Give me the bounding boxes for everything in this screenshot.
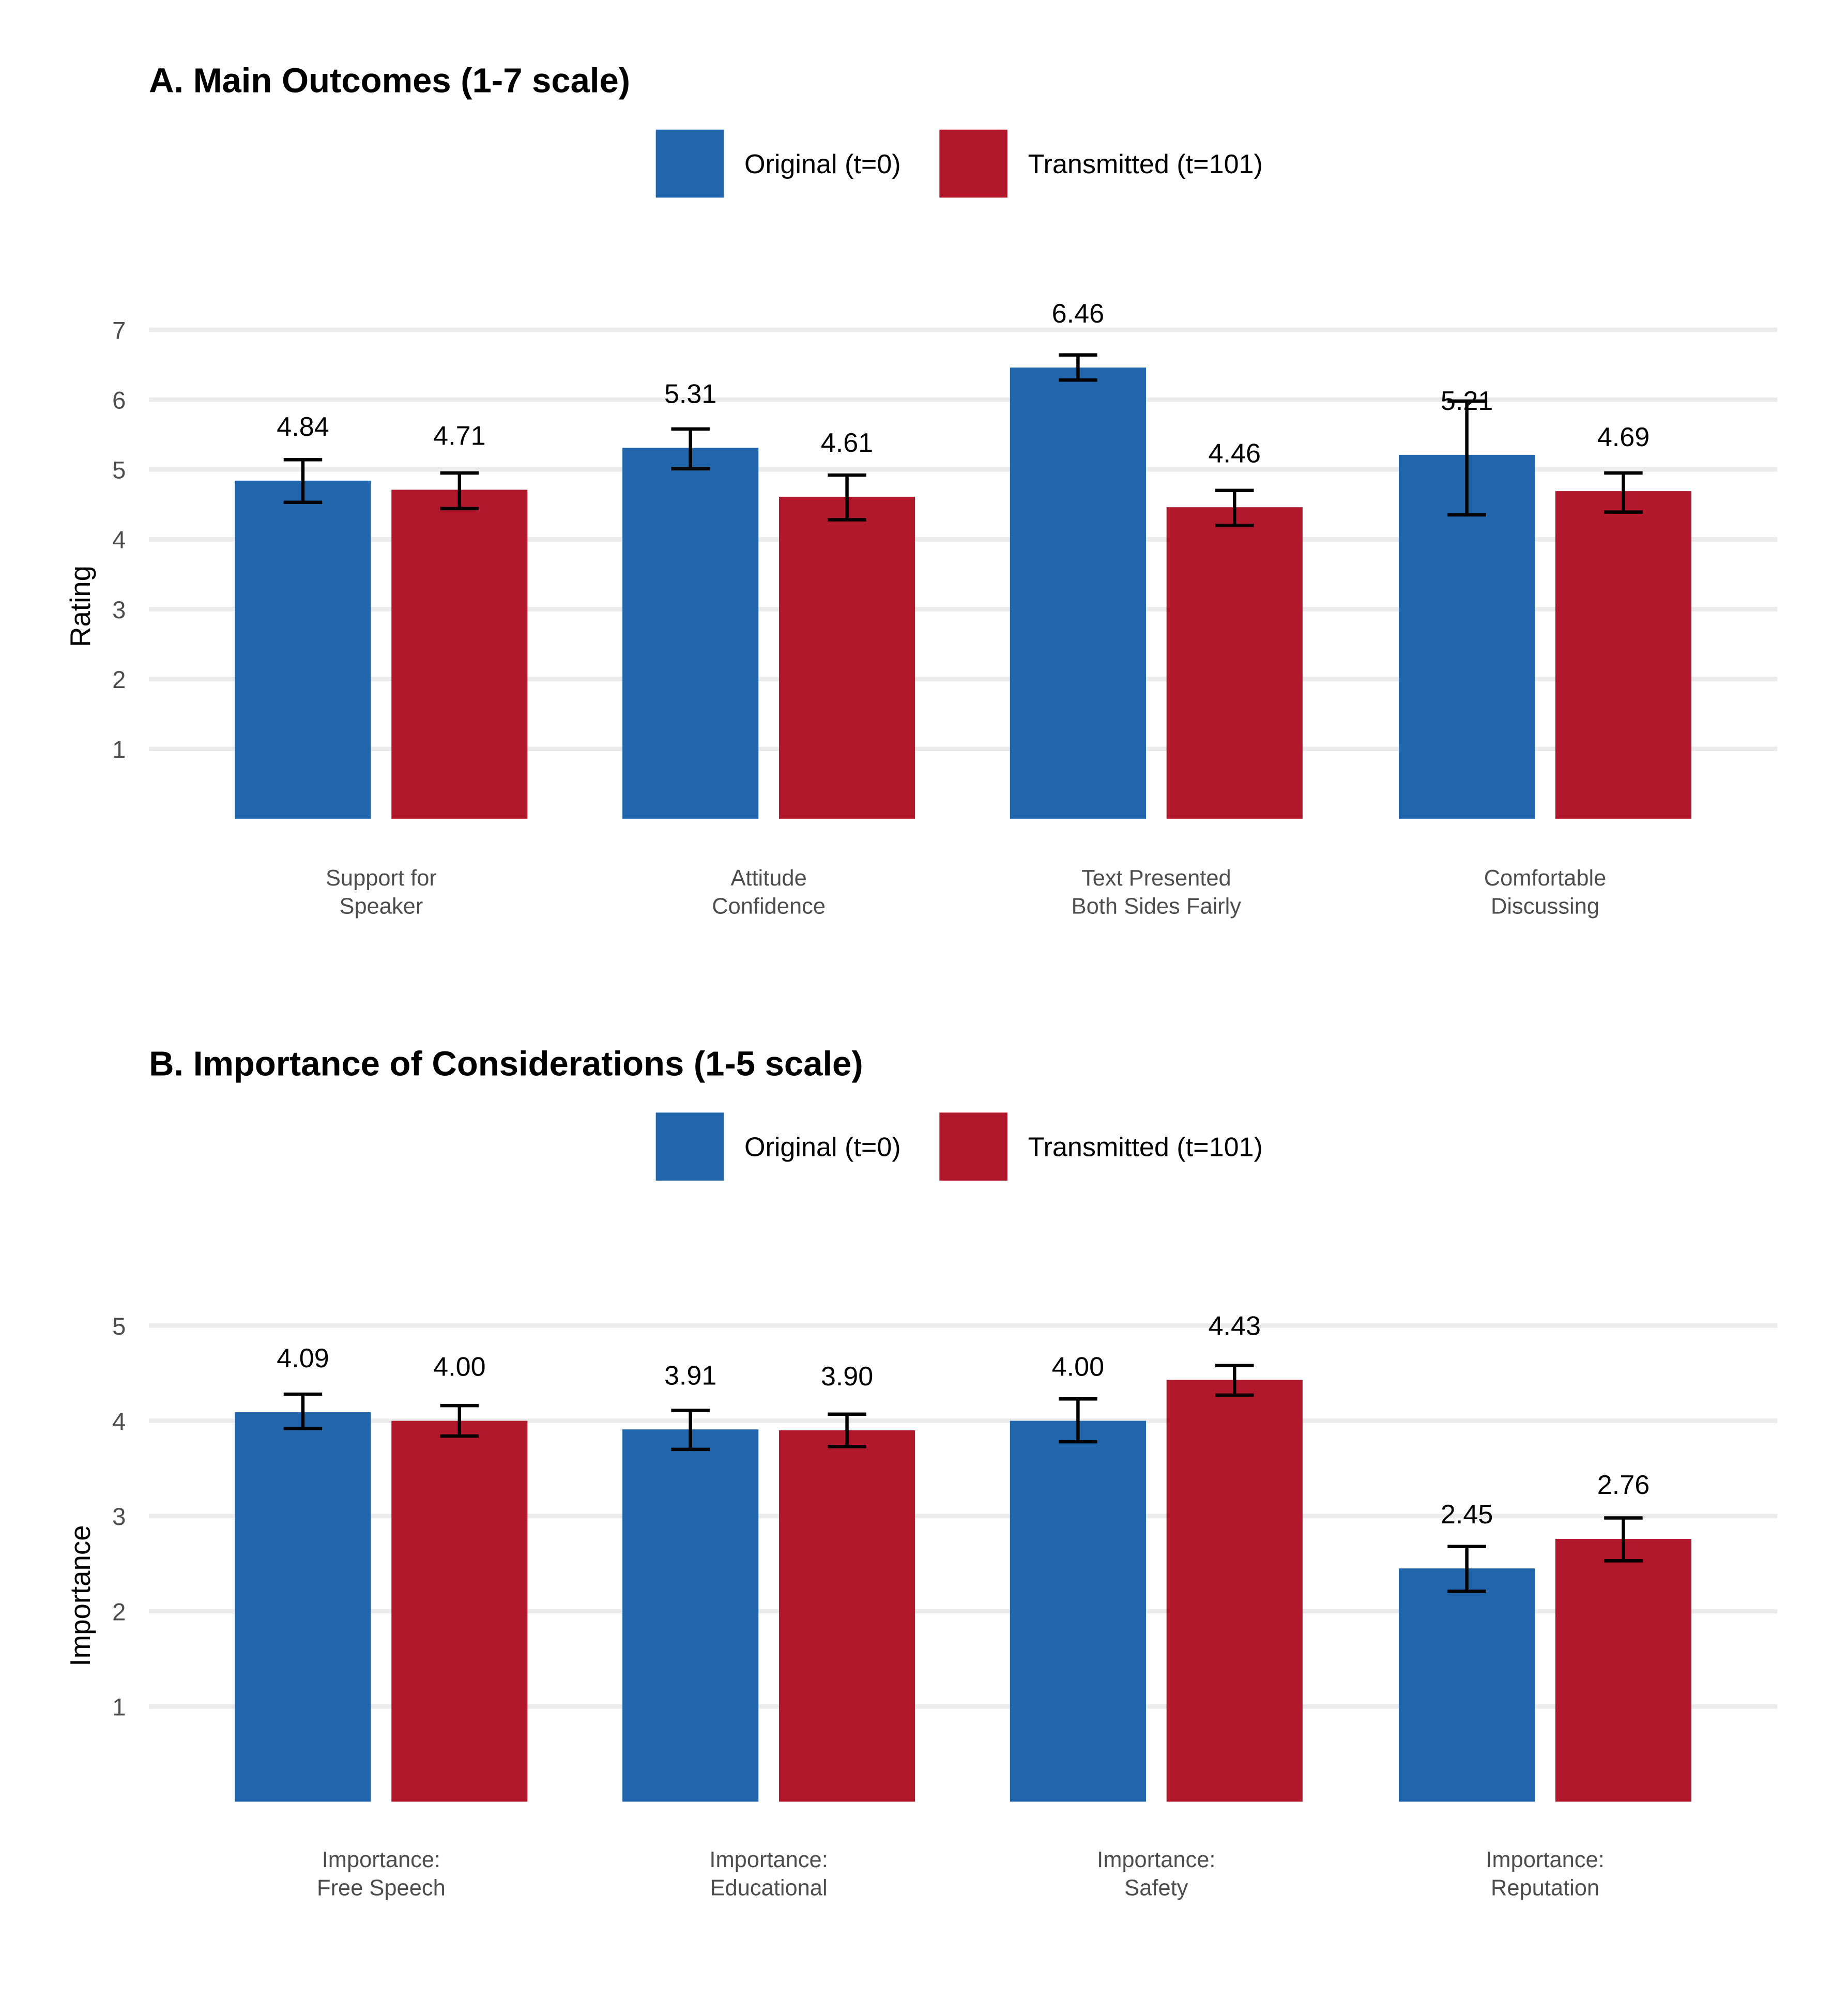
- x-tick-label: Attitude: [730, 866, 806, 891]
- bar: [1555, 1539, 1692, 1802]
- error-bar: [1447, 1545, 1486, 1593]
- data-label: 2.76: [1597, 1470, 1650, 1500]
- bar: [778, 1430, 915, 1802]
- x-tick-label: Both Sides Fairly: [1072, 894, 1242, 919]
- data-label: 4.00: [433, 1352, 485, 1382]
- bar: [391, 1421, 528, 1802]
- legend-label: Original (t=0): [744, 1133, 901, 1163]
- y-tick-label: 2: [112, 666, 126, 693]
- y-tick-label: 1: [112, 736, 126, 763]
- y-tick-label: 4: [112, 1408, 126, 1435]
- x-tick-label: Comfortable: [1484, 866, 1607, 891]
- y-tick-label: 6: [112, 386, 126, 414]
- bar: [1010, 1421, 1146, 1802]
- y-axis-label: Rating: [65, 566, 96, 647]
- panel-b: B. Importance of Considerations (1-5 sca…: [65, 1044, 1778, 1901]
- data-label: 4.00: [1052, 1352, 1104, 1382]
- legend: Original (t=0) Transmitted (t=101): [655, 129, 1263, 198]
- data-label: 6.46: [1052, 299, 1104, 329]
- y-tick-label: 7: [112, 316, 126, 344]
- data-label: 3.91: [664, 1361, 716, 1391]
- error-bar: [1604, 471, 1643, 514]
- x-tick-label: Educational: [710, 1876, 828, 1901]
- error-bar: [1059, 1397, 1097, 1444]
- bar: [1166, 507, 1303, 819]
- data-label: 4.71: [433, 421, 485, 451]
- y-tick-label: 1: [112, 1693, 126, 1721]
- bar: [622, 1429, 759, 1802]
- error-bar: [283, 458, 323, 504]
- bar: [1399, 1568, 1535, 1802]
- chart-title: A. Main Outcomes (1-7 scale): [149, 62, 630, 100]
- error-bar: [828, 473, 866, 522]
- data-label: 5.31: [664, 379, 716, 409]
- x-tick-label: Safety: [1124, 1876, 1188, 1901]
- data-label: 4.61: [821, 428, 873, 458]
- legend-swatch: [655, 1112, 724, 1181]
- x-tick-label: Reputation: [1491, 1876, 1599, 1901]
- x-tick-label: Importance:: [322, 1847, 440, 1872]
- bar: [1166, 1380, 1303, 1802]
- error-bar: [283, 1392, 323, 1430]
- error-bar: [1604, 1516, 1643, 1563]
- chart-title: B. Importance of Considerations (1-5 sca…: [149, 1044, 863, 1083]
- legend-swatch: [939, 129, 1007, 198]
- data-label: 4.46: [1209, 438, 1261, 468]
- bar: [778, 496, 915, 819]
- x-tick-label: Text Presented: [1081, 866, 1231, 891]
- data-label: 4.69: [1597, 422, 1650, 452]
- bar: [1555, 491, 1692, 819]
- x-tick-label: Free Speech: [317, 1876, 446, 1901]
- error-bar: [1447, 399, 1486, 517]
- error-bar: [1215, 488, 1254, 527]
- data-label: 4.09: [277, 1343, 329, 1373]
- data-label: 2.45: [1441, 1500, 1493, 1530]
- error-bar: [671, 1409, 710, 1452]
- x-tick-label: Confidence: [712, 894, 826, 919]
- error-bar: [828, 1412, 866, 1448]
- data-label: 5.21: [1441, 386, 1493, 416]
- error-bar: [671, 427, 710, 471]
- data-label: 4.84: [277, 412, 329, 442]
- legend-label: Transmitted (t=101): [1028, 1133, 1263, 1163]
- x-tick-label: Importance:: [1486, 1847, 1604, 1872]
- legend-label: Original (t=0): [744, 149, 901, 179]
- y-tick-label: 2: [112, 1598, 126, 1625]
- data-label: 3.90: [821, 1362, 873, 1392]
- bar: [391, 490, 528, 819]
- legend-swatch: [655, 129, 724, 198]
- error-bar: [1215, 1364, 1254, 1397]
- legend-label: Transmitted (t=101): [1028, 149, 1263, 179]
- x-tick-label: Importance:: [709, 1847, 828, 1872]
- y-tick-label: 5: [112, 456, 126, 484]
- y-tick-label: 3: [112, 596, 126, 623]
- legend: Original (t=0) Transmitted (t=101): [655, 1112, 1263, 1181]
- bar: [235, 1412, 371, 1802]
- y-tick-label: 4: [112, 526, 126, 554]
- x-tick-label: Importance:: [1097, 1847, 1215, 1872]
- error-bar: [440, 1403, 479, 1438]
- y-tick-label: 5: [112, 1312, 126, 1340]
- data-label: 4.43: [1209, 1311, 1261, 1341]
- error-bar: [440, 471, 479, 511]
- x-tick-label: Support for: [326, 866, 437, 891]
- panel-a: A. Main Outcomes (1-7 scale) Original (t=…: [65, 62, 1778, 919]
- error-bar: [1059, 353, 1097, 382]
- x-tick-label: Discussing: [1491, 894, 1599, 919]
- bar: [235, 480, 371, 819]
- y-tick-label: 3: [112, 1503, 126, 1530]
- y-axis-label: Importance: [65, 1525, 96, 1666]
- bar: [622, 448, 759, 819]
- x-tick-label: Speaker: [340, 894, 423, 919]
- legend-swatch: [939, 1112, 1007, 1181]
- bar: [1010, 367, 1146, 819]
